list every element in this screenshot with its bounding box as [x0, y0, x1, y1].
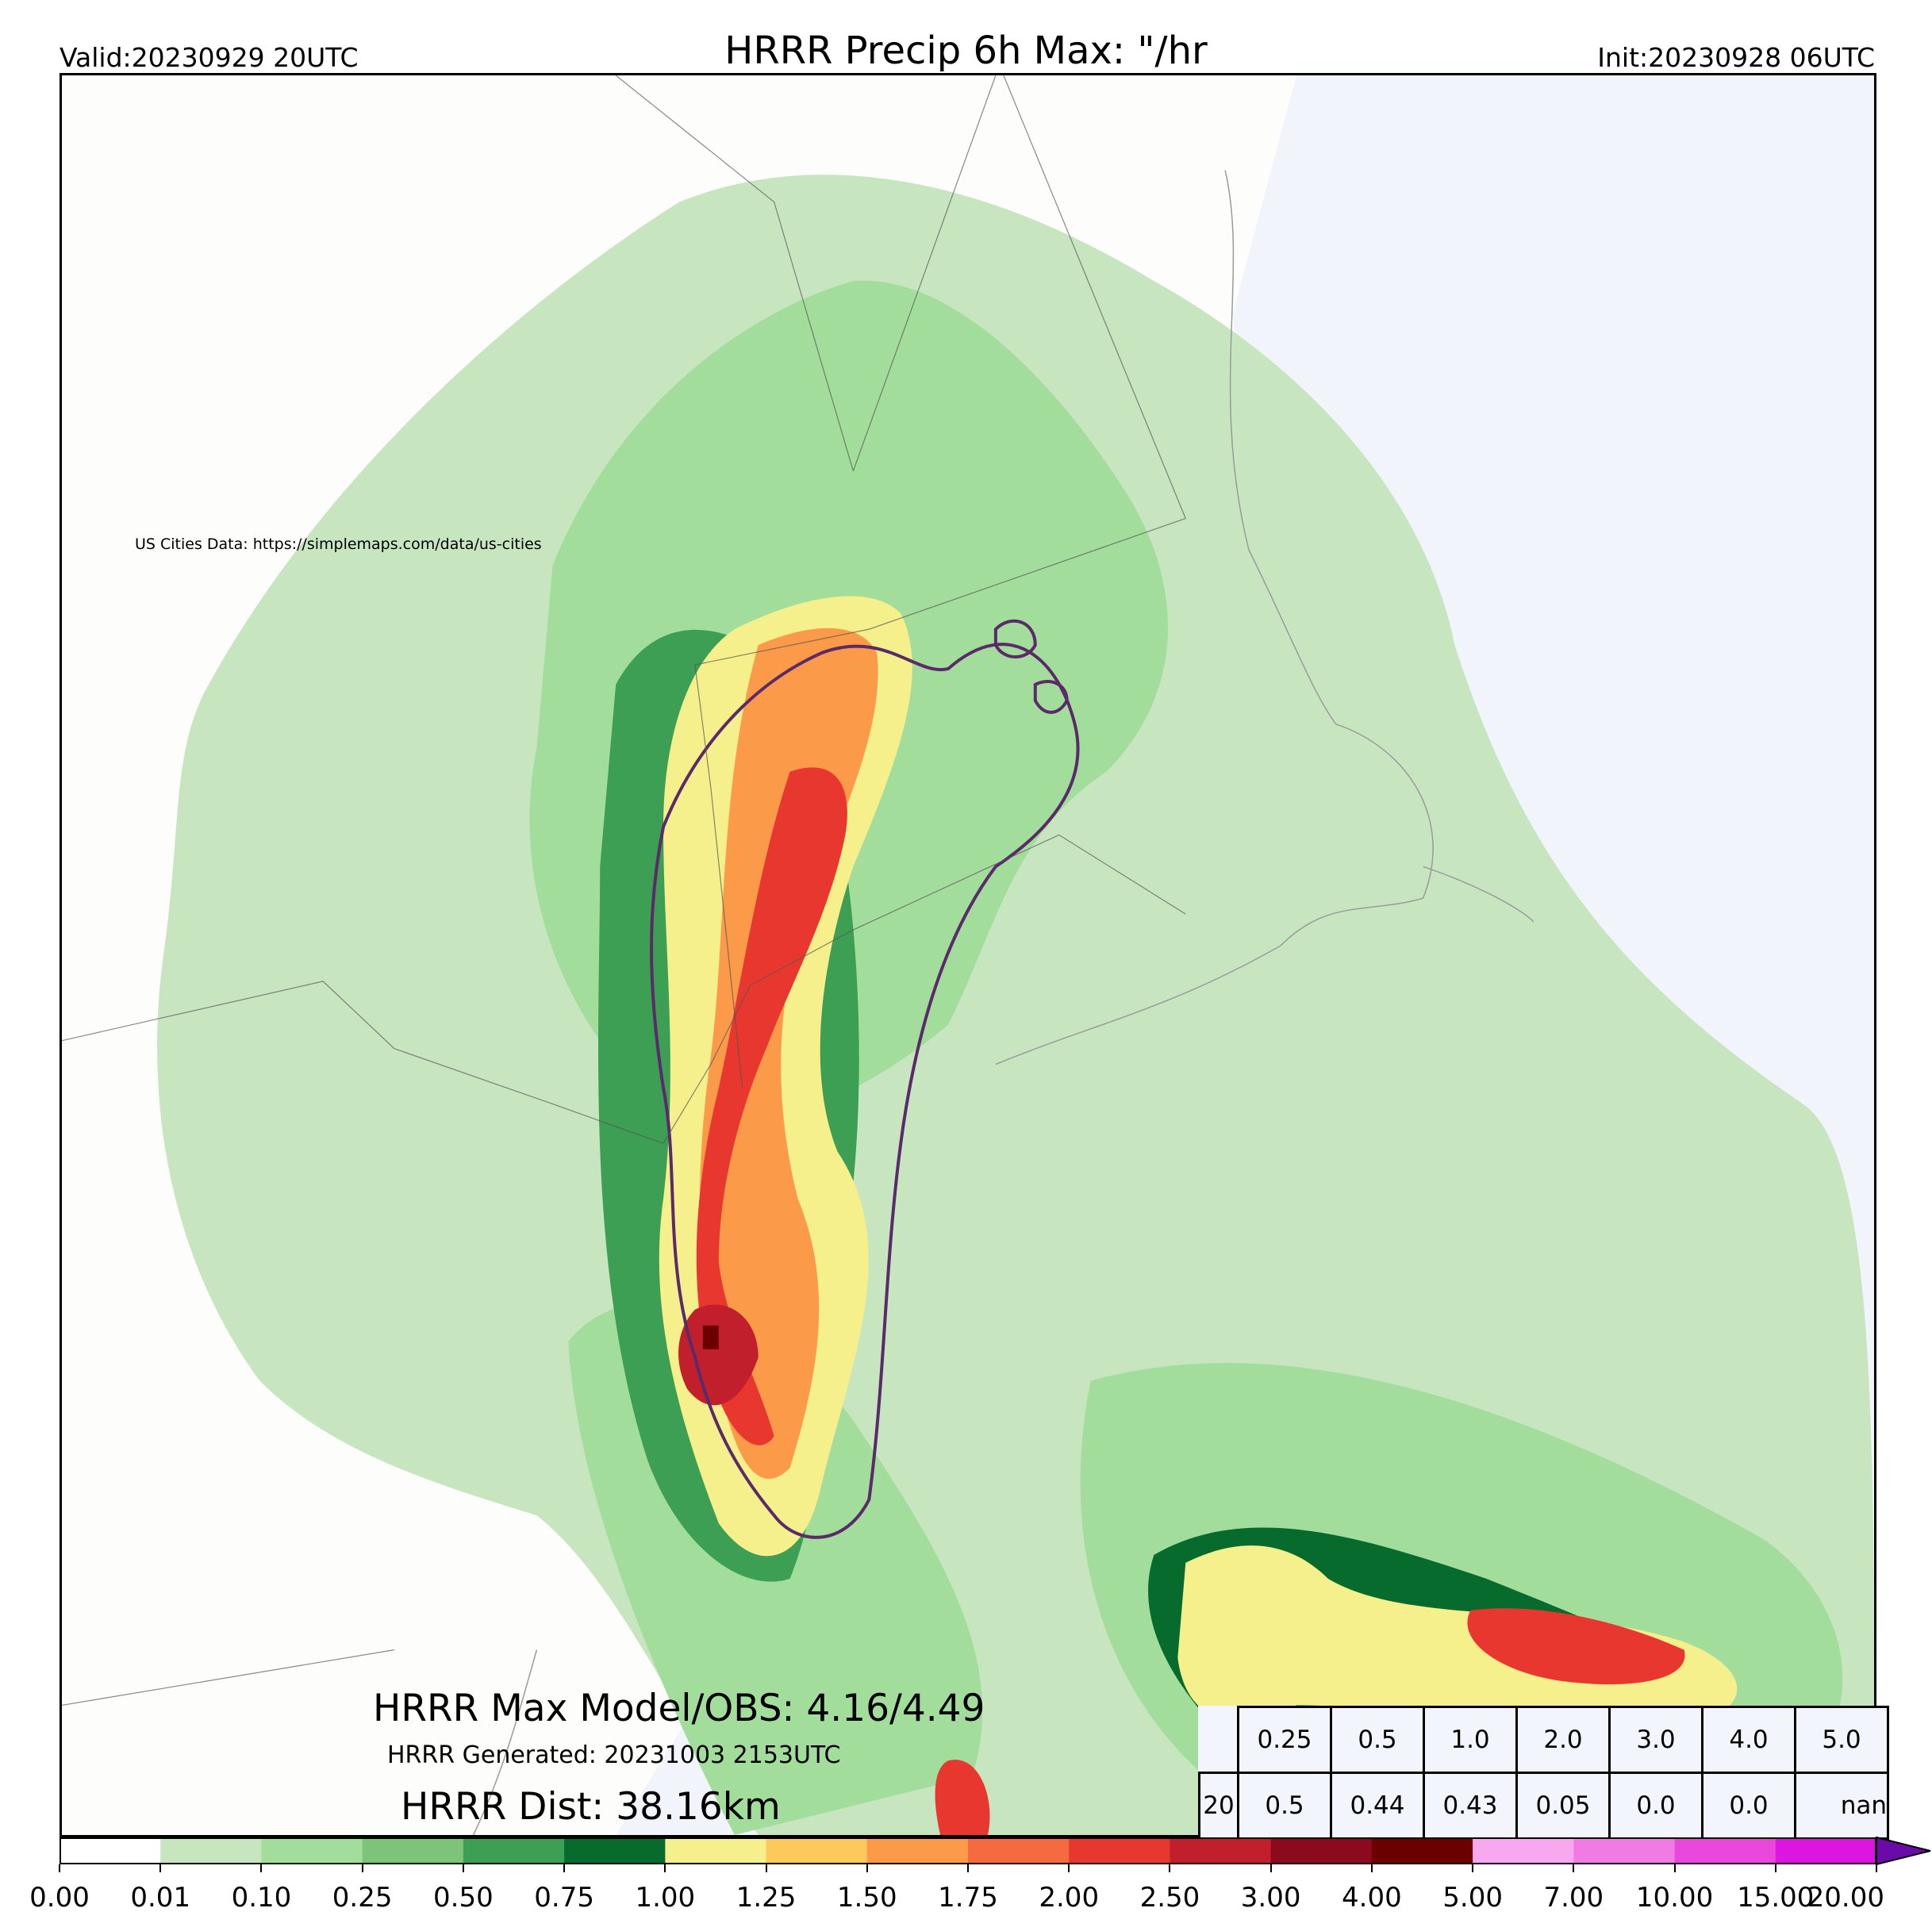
colorbar-tick	[59, 1864, 60, 1872]
colorbar-segment	[1674, 1837, 1776, 1864]
colorbar-tick-label: 1.50	[836, 1882, 897, 1914]
coastlines	[472, 170, 1534, 1835]
obs-contour-small	[993, 619, 1037, 658]
colorbar	[60, 1836, 1931, 1866]
colorbar-tick-label: 10.00	[1635, 1882, 1714, 1914]
colorbar-tick-label: 4.00	[1342, 1882, 1402, 1914]
precip-core-red	[696, 767, 847, 1445]
colorbar-tick	[1269, 1864, 1272, 1872]
colorbar-tick	[260, 1864, 263, 1872]
colorbar-segment	[261, 1837, 363, 1864]
precip-map	[62, 75, 1874, 1835]
colorbar-tick-label: 5.00	[1442, 1882, 1503, 1914]
valid-time: Valid:20230929 20UTC	[60, 42, 359, 73]
precip-core-darkred	[678, 1304, 759, 1406]
colorbar-tick-label: 0.25	[332, 1882, 393, 1914]
colorbar-svg	[60, 1836, 1931, 1866]
colorbar-segment	[1069, 1837, 1170, 1864]
colorbar-tick	[1472, 1864, 1474, 1872]
colorbar-tick	[866, 1864, 868, 1872]
cities-credit: US Cities Data: https://simplemaps.com/d…	[135, 536, 542, 553]
hrrr-distance: HRRR Dist: 38.16km	[401, 1785, 781, 1829]
colorbar-tick-label: 20.00	[1807, 1882, 1884, 1914]
colorbar-tick-label: 0.01	[130, 1882, 191, 1914]
colorbar-segment	[665, 1837, 767, 1864]
colorbar-tick	[462, 1864, 464, 1872]
colorbar-segment	[1775, 1837, 1877, 1864]
threshold-header: 2.0	[1515, 1706, 1611, 1774]
colorbar-tick-label: 15.00	[1737, 1882, 1815, 1914]
row-lead: 20	[1198, 1772, 1239, 1840]
map-title: HRRR Precip 6h Max: "/hr	[724, 29, 1208, 73]
threshold-header: 0.5	[1330, 1706, 1425, 1774]
colorbar-segment	[1473, 1837, 1574, 1864]
colorbar-tick-label: 1.25	[736, 1882, 797, 1914]
threshold-header: 3.0	[1608, 1706, 1703, 1774]
threshold-header: 0.25	[1237, 1706, 1332, 1774]
colorbar-tick-label: 0.00	[29, 1882, 90, 1914]
max-model-obs: HRRR Max Model/OBS: 4.16/4.49	[373, 1687, 985, 1730]
colorbar-segment	[1170, 1837, 1272, 1864]
colorbar-extend-arrow	[1876, 1836, 1931, 1866]
colorbar-segment	[866, 1837, 969, 1864]
colorbar-segment	[463, 1837, 565, 1864]
colorbar-segment	[766, 1837, 868, 1864]
obs-contour-small-2	[1033, 680, 1069, 714]
colorbar-tick	[1370, 1864, 1373, 1872]
colorbar-tick	[1774, 1864, 1776, 1872]
colorbar-tick	[765, 1864, 767, 1872]
threshold-value: 0.5	[1237, 1772, 1332, 1840]
threshold-value: 0.44	[1330, 1772, 1425, 1840]
colorbar-segment	[362, 1837, 464, 1864]
colorbar-tick-label: 1.75	[938, 1882, 998, 1914]
threshold-header: 5.0	[1794, 1706, 1889, 1774]
colorbar-tick-label: 0.75	[534, 1882, 594, 1914]
threshold-header: 4.0	[1701, 1706, 1796, 1774]
precip-core-orange	[699, 628, 878, 1480]
colorbar-segment	[564, 1837, 666, 1864]
colorbar-tick	[159, 1864, 162, 1872]
map-panel: US Cities Data: https://simplemaps.com/d…	[60, 73, 1876, 1837]
colorbar-tick	[1573, 1864, 1575, 1872]
precip-se-band-red	[1467, 1608, 1685, 1685]
colorbar-tick-label: 2.00	[1039, 1882, 1100, 1914]
colorbar-segment	[1371, 1837, 1473, 1864]
precip-core-max	[702, 1325, 719, 1349]
colorbar-tick-label: 2.50	[1139, 1882, 1200, 1914]
colorbar-ticks: 0.00 0.01 0.10 0.25 0.50 0.75 1.00 1.25 1.50 1.75…	[29, 1864, 1884, 1920]
state-borders	[62, 75, 1186, 1706]
threshold-value: 0.0	[1608, 1772, 1703, 1840]
threshold-value: 0.43	[1423, 1772, 1518, 1840]
init-time: Init:20230928 06UTC	[1597, 42, 1875, 73]
colorbar-tick-label: 0.10	[231, 1882, 292, 1914]
colorbar-segment	[1573, 1837, 1676, 1864]
threshold-value: 0.0	[1701, 1772, 1796, 1840]
threshold-value: 0.05	[1515, 1772, 1611, 1840]
colorbar-tick	[1876, 1864, 1877, 1872]
colorbar-tick-label: 1.00	[635, 1882, 696, 1914]
colorbar-tick-label: 3.00	[1240, 1882, 1301, 1914]
generated-time: HRRR Generated: 20231003 2153UTC	[387, 1741, 841, 1769]
precip-south-red	[935, 1760, 990, 1835]
threshold-value: nan	[1794, 1772, 1889, 1840]
colorbar-tick	[1169, 1864, 1171, 1872]
colorbar-segment	[1270, 1837, 1373, 1864]
colorbar-tick	[563, 1864, 566, 1872]
colorbar-segment	[968, 1837, 1070, 1864]
colorbar-tick	[967, 1864, 969, 1872]
colorbar-segment	[60, 1837, 161, 1864]
colorbar-tick-label: 7.00	[1543, 1882, 1604, 1914]
colorbar-tick-label: 0.50	[433, 1882, 494, 1914]
colorbar-tick	[664, 1864, 666, 1872]
colorbar-tick	[361, 1864, 363, 1872]
colorbar-tick	[1673, 1864, 1676, 1872]
colorbar-segment	[160, 1837, 262, 1864]
threshold-table: 0.25 0.5 1.0 2.0 3.0 4.0 5.0 20 0.5 0.44 0.43 0.05 0…	[1198, 1706, 1889, 1840]
colorbar-tick	[1068, 1864, 1070, 1872]
colorbar-border	[60, 1837, 1876, 1864]
obs-contour	[650, 643, 1080, 1539]
threshold-header: 1.0	[1423, 1706, 1518, 1774]
